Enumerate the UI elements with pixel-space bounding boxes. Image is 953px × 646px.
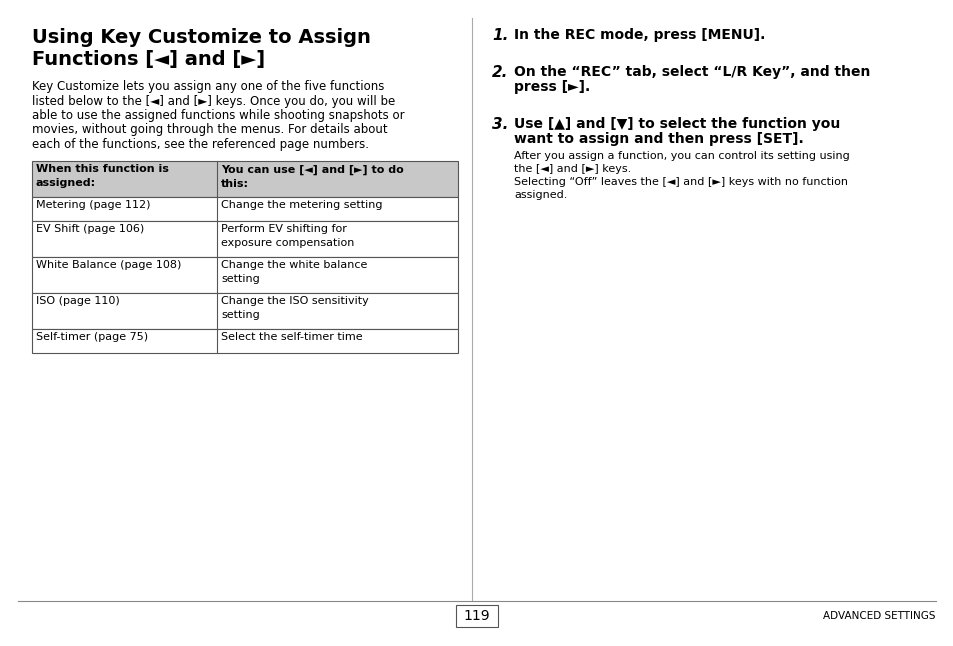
Text: Selecting “Off” leaves the [◄] and [►] keys with no function: Selecting “Off” leaves the [◄] and [►] k… (514, 177, 847, 187)
Text: 119: 119 (463, 609, 490, 623)
Text: the [◄] and [►] keys.: the [◄] and [►] keys. (514, 164, 631, 174)
Text: When this function is
assigned:: When this function is assigned: (36, 165, 169, 189)
Text: EV Shift (page 106): EV Shift (page 106) (36, 225, 144, 234)
Text: Key Customize lets you assign any one of the five functions: Key Customize lets you assign any one of… (32, 80, 384, 93)
Text: Change the white balance
setting: Change the white balance setting (221, 260, 367, 284)
Text: Select the self-timer time: Select the self-timer time (221, 333, 362, 342)
Text: ISO (page 110): ISO (page 110) (36, 297, 120, 306)
Bar (456, 605, 497, 627)
Text: press [►].: press [►]. (514, 80, 590, 94)
Bar (32, 220, 457, 256)
Text: want to assign and then press [SET].: want to assign and then press [SET]. (514, 132, 803, 146)
Text: Change the ISO sensitivity
setting: Change the ISO sensitivity setting (221, 297, 369, 320)
Bar (32, 160, 457, 196)
Text: Self-timer (page 75): Self-timer (page 75) (36, 333, 148, 342)
Text: 1.: 1. (492, 28, 508, 43)
Bar (32, 293, 457, 329)
Text: assigned.: assigned. (514, 190, 567, 200)
Bar (32, 329, 457, 353)
Text: Perform EV shifting for
exposure compensation: Perform EV shifting for exposure compens… (221, 225, 354, 247)
Text: In the REC mode, press [MENU].: In the REC mode, press [MENU]. (514, 28, 764, 42)
Bar (32, 256, 457, 293)
Text: 2.: 2. (492, 65, 508, 80)
Text: Use [▲] and [▼] to select the function you: Use [▲] and [▼] to select the function y… (514, 117, 840, 131)
Text: On the “REC” tab, select “L/R Key”, and then: On the “REC” tab, select “L/R Key”, and … (514, 65, 869, 79)
Text: Change the metering setting: Change the metering setting (221, 200, 382, 211)
Text: movies, without going through the menus. For details about: movies, without going through the menus.… (32, 123, 387, 136)
Text: You can use [◄] and [►] to do
this:: You can use [◄] and [►] to do this: (221, 165, 403, 189)
Text: After you assign a function, you can control its setting using: After you assign a function, you can con… (514, 151, 849, 161)
Text: listed below to the [◄] and [►] keys. Once you do, you will be: listed below to the [◄] and [►] keys. On… (32, 94, 395, 107)
Text: each of the functions, see the referenced page numbers.: each of the functions, see the reference… (32, 138, 369, 151)
Bar (32, 196, 457, 220)
Text: Functions [◄] and [►]: Functions [◄] and [►] (32, 50, 265, 69)
Text: able to use the assigned functions while shooting snapshots or: able to use the assigned functions while… (32, 109, 404, 122)
Text: Using Key Customize to Assign: Using Key Customize to Assign (32, 28, 371, 47)
Text: ADVANCED SETTINGS: ADVANCED SETTINGS (822, 611, 935, 621)
Text: 3.: 3. (492, 117, 508, 132)
Text: Metering (page 112): Metering (page 112) (36, 200, 151, 211)
Text: White Balance (page 108): White Balance (page 108) (36, 260, 181, 271)
